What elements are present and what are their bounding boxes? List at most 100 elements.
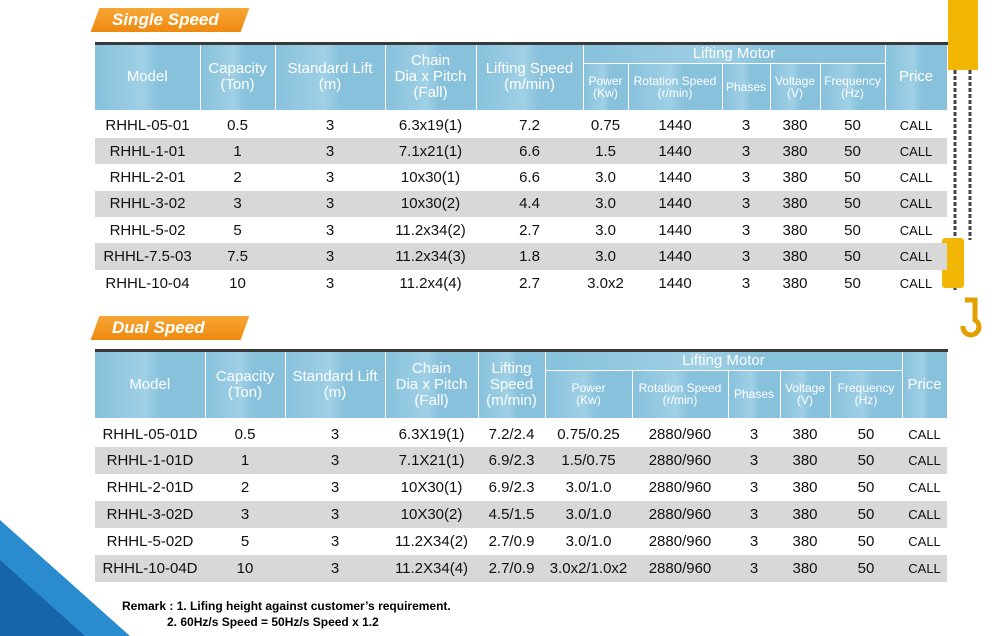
table-cell: 50 [830, 500, 903, 528]
spec-table: Model Capacity (Ton) Standard Lift (m) Chain D… [95, 349, 948, 582]
table-cell: CALL [885, 190, 948, 218]
table-cell: 380 [780, 446, 830, 474]
table-cell: 1440 [658, 168, 692, 186]
table-cell: 2.7 [519, 274, 540, 292]
table-cell: 7.1x21(1) [385, 137, 476, 165]
table-cell: 50 [820, 243, 886, 270]
table-cell: 3.0 [583, 243, 628, 270]
table-row: RHHL-1-01D 1 3 7.1X21(1) 6.9/2.3 1.5/0.75 2880… [95, 446, 948, 474]
header-cell: Price [885, 42, 948, 113]
table-cell: 6.9/2.3 [488, 478, 535, 496]
table-row: RHHL-10-04D 10 3 11.2X34(4) 2.7/0.9 3.0x2/1.0… [95, 554, 948, 582]
table-cell: 2880/960 [632, 554, 728, 582]
table-cell: 2 [240, 478, 250, 496]
table-cell: 50 [844, 168, 861, 186]
header-text: Rotation Speed [633, 73, 717, 88]
group-header: Lifting Motor [583, 42, 886, 64]
header-text: Voltage [784, 381, 826, 396]
header-text: (r/min) [662, 393, 698, 408]
table-cell: 3.0 [595, 221, 616, 239]
table-cell: 7.2 [519, 117, 540, 135]
header-text: (Ton) [220, 76, 255, 94]
table-cell: 2880/960 [632, 500, 728, 528]
table-row: RHHL-05-01 0.5 3 6.3x19(1) 7.2 0.75 1440 3 380 50… [95, 111, 948, 138]
table-cell: 2880/960 [648, 532, 712, 550]
table-cell: 50 [857, 478, 875, 496]
table-cell: 5 [240, 532, 250, 550]
table-cell: 3 [330, 532, 340, 550]
table-body: RHHL-05-01 0.5 3 6.3x19(1) 7.2 0.75 1440 3 380 50… [95, 111, 948, 297]
header-cell: Voltage (V) [770, 63, 821, 113]
header-text: Frequency [837, 381, 895, 396]
table-cell: 10 [205, 554, 285, 582]
header-text: Capacity [208, 60, 267, 78]
header-text: (m) [323, 383, 347, 401]
table-cell: RHHL-1-01D [95, 446, 205, 474]
table-cell: 3 [741, 168, 751, 186]
header-cell: Phases [728, 370, 781, 421]
table-cell: 3 [741, 274, 751, 292]
table-row: RHHL-3-02 3 3 10x30(2) 4.4 3.0 1440 3 380 50 CALL [95, 190, 948, 218]
table-row: RHHL-5-02D 5 3 11.2X34(2) 2.7/0.9 3.0/1.0 2880… [95, 528, 947, 555]
spec-table: Model Capacity (Ton) Standard Lift (m) Chain D… [95, 42, 948, 296]
header-text: Chain [411, 359, 452, 377]
table-cell: 11.2x34(2) [395, 221, 466, 239]
header-cell: Chain Dia x Pitch (Fall) [385, 349, 479, 421]
table-cell: 10X30(2) [385, 500, 478, 528]
table-cell: 50 [844, 221, 861, 239]
table-cell: 380 [782, 274, 808, 292]
table-cell: 0.75 [590, 117, 621, 135]
table-cell: 3.0 [583, 190, 628, 218]
table-cell: 11.2X34(4) [385, 554, 478, 582]
table-cell: 1440 [628, 243, 722, 270]
table-cell: 380 [782, 221, 808, 239]
header-text: (Hz) [841, 85, 864, 100]
header-row: Model Capacity (Ton) Standard Lift (m) Chain D… [95, 349, 948, 421]
table-row: RHHL-3-02D 3 3 10X30(2) 4.5/1.5 3.0/1.0 2880/9… [95, 500, 948, 528]
header-text: Chain [410, 52, 451, 70]
table-row: RHHL-10-04 10 3 11.2x4(4) 2.7 3.0x2 1440 3 380 50… [95, 270, 947, 296]
table-cell: 1 [205, 446, 285, 474]
table-cell: 1.8 [476, 243, 583, 270]
header-cell: Standard Lift (m) [275, 42, 386, 113]
header-text: Capacity [215, 367, 275, 385]
hook [960, 297, 982, 338]
header-cell: Capacity (Ton) [200, 42, 276, 113]
table-cell: RHHL-3-02D [95, 500, 205, 528]
header-text: (Kw) [593, 85, 618, 100]
table-cell: RHHL-5-02D [106, 532, 194, 550]
group-header: Lifting Motor [545, 349, 903, 371]
header-row: Model Capacity (Ton) Standard Lift (m) Chain D… [95, 42, 948, 113]
table-cell: RHHL-05-01 [105, 117, 190, 135]
table-cell: 3 [728, 446, 780, 474]
header-text: (Fall) [414, 391, 449, 409]
table-cell: 1440 [658, 274, 692, 292]
header-cell: Standard Lift (m) [285, 349, 386, 421]
header-text: Voltage [774, 73, 816, 88]
header-text: (Ton) [227, 383, 263, 401]
table-row: RHHL-2-01 2 3 10x30(1) 6.6 3.0 1440 3 380 50 CALL [95, 164, 947, 190]
table-cell: 3 [275, 137, 385, 165]
header-cell: Voltage (V) [780, 370, 831, 421]
table-cell: 3 [275, 190, 385, 218]
header-row: Power (Kw) Rotation Speed (r/min) Phases Volt… [95, 63, 947, 113]
table-cell: 3 [749, 425, 759, 443]
table-cell: 3 [200, 190, 275, 218]
table-cell: 3 [205, 500, 285, 528]
table-cell: 1440 [658, 221, 692, 239]
header-cell: Model [95, 349, 206, 421]
header-text: Standard Lift [292, 367, 378, 385]
header-text: (V) [797, 393, 813, 408]
header-text: (m) [318, 76, 342, 94]
table-cell: 7.5 [200, 243, 275, 270]
header-text: Phases [733, 387, 775, 402]
table-cell: RHHL-1-01 [95, 137, 200, 165]
header-cell: Power (Kw) [583, 63, 629, 113]
table-cell: 3 [325, 117, 335, 135]
header-cell: Lifting Speed (m/min) [478, 349, 546, 421]
table-cell: 7.1X21(1) [385, 446, 478, 474]
table-cell: 3 [285, 554, 385, 582]
header-text: Power [571, 381, 606, 396]
